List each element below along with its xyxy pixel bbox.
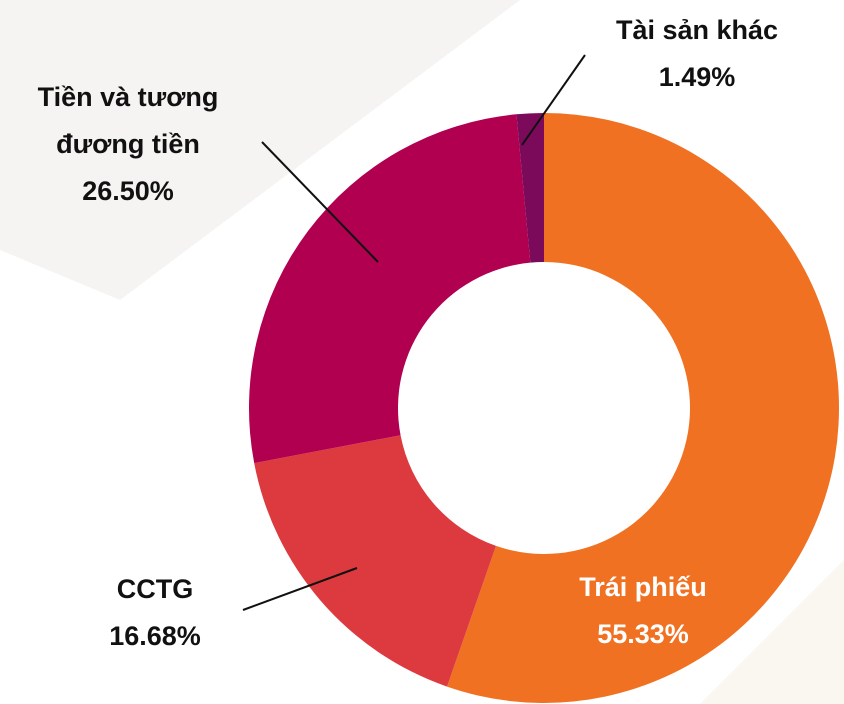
- slice-label: Tiền và tương đương tiền 26.50%: [3, 74, 253, 215]
- background-shape: [700, 560, 844, 704]
- leader-line: [521, 54, 586, 146]
- category-label: CCTG: [116, 574, 194, 604]
- category-label: Tiền và tương đương tiền: [37, 82, 219, 159]
- donut-slice: [254, 435, 497, 687]
- slice-label: CCTG 16.68%: [55, 566, 255, 660]
- leader-line: [261, 141, 379, 263]
- donut-slice: [447, 113, 839, 703]
- value-label: 26.50%: [82, 176, 174, 206]
- donut-slice: [516, 113, 544, 263]
- slice-label: Tài sản khác 1.49%: [577, 7, 817, 101]
- value-label: 1.49%: [658, 62, 736, 92]
- category-label: Tài sản khác: [615, 15, 779, 45]
- slice-label: Trái phiếu 55.33%: [513, 564, 773, 658]
- value-label: 55.33%: [597, 619, 689, 649]
- value-label: 16.68%: [109, 621, 201, 651]
- leader-line: [242, 567, 358, 611]
- background-shape: [0, 0, 520, 300]
- category-label: Trái phiếu: [579, 572, 707, 602]
- donut-slice: [248, 114, 531, 464]
